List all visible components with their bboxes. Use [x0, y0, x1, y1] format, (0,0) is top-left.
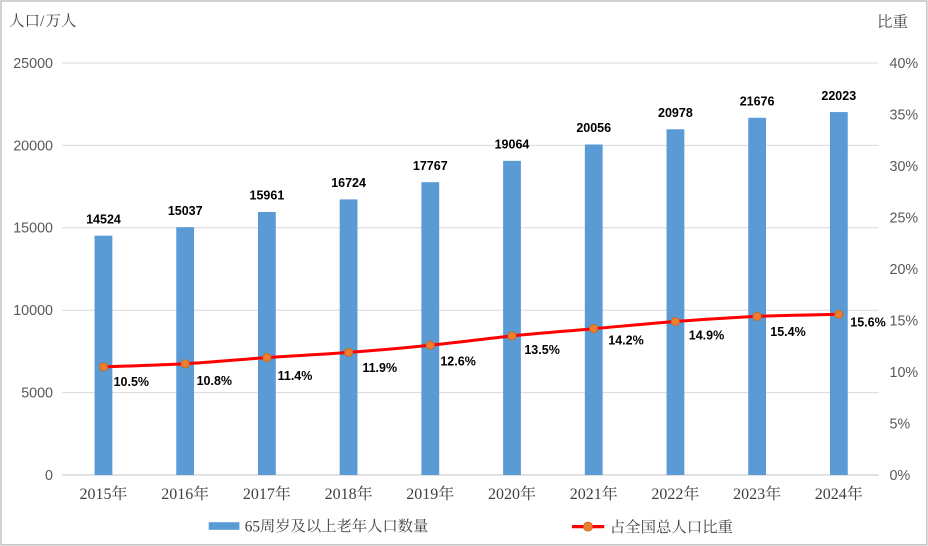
- svg-text:35%: 35%: [890, 107, 919, 123]
- svg-text:0%: 0%: [890, 468, 911, 484]
- svg-text:2017: 2017: [243, 486, 275, 503]
- svg-text:20056: 20056: [576, 121, 611, 135]
- svg-text:13.5%: 13.5%: [524, 343, 559, 357]
- svg-text:2019: 2019: [406, 486, 438, 503]
- svg-text:2021: 2021: [570, 486, 602, 503]
- svg-text:20978: 20978: [658, 106, 693, 120]
- svg-text:5%: 5%: [890, 416, 911, 432]
- svg-text:25%: 25%: [890, 210, 919, 226]
- svg-text:20000: 20000: [13, 138, 53, 154]
- svg-text:12.6%: 12.6%: [440, 354, 475, 368]
- svg-text:2020: 2020: [488, 486, 520, 503]
- svg-text:20%: 20%: [890, 262, 919, 278]
- svg-text:14524: 14524: [86, 212, 121, 226]
- svg-text:15037: 15037: [168, 204, 203, 218]
- svg-text:11.9%: 11.9%: [362, 361, 397, 375]
- svg-text:40%: 40%: [890, 56, 919, 72]
- svg-text:14.9%: 14.9%: [689, 329, 724, 343]
- svg-text:/: /: [40, 13, 45, 30]
- svg-text:21676: 21676: [740, 95, 775, 109]
- svg-text:10000: 10000: [13, 303, 53, 319]
- svg-text:15000: 15000: [13, 221, 53, 237]
- svg-text:22023: 22023: [821, 89, 856, 103]
- svg-text:10%: 10%: [890, 365, 919, 381]
- svg-text:5000: 5000: [21, 386, 53, 402]
- svg-text:16724: 16724: [331, 176, 366, 190]
- svg-text:2018: 2018: [325, 486, 357, 503]
- svg-text:17767: 17767: [413, 159, 448, 173]
- svg-text:14.2%: 14.2%: [608, 334, 643, 348]
- svg-text:0: 0: [45, 468, 53, 484]
- svg-text:15.6%: 15.6%: [850, 315, 885, 329]
- svg-text:2022: 2022: [651, 486, 683, 503]
- svg-text:2023: 2023: [733, 486, 765, 503]
- svg-text:10.8%: 10.8%: [197, 374, 232, 388]
- svg-text:11.4%: 11.4%: [278, 369, 313, 383]
- svg-text:15%: 15%: [890, 313, 919, 329]
- svg-text:65: 65: [245, 518, 261, 535]
- svg-text:19064: 19064: [495, 138, 530, 152]
- svg-text:2016: 2016: [161, 486, 193, 503]
- svg-text:2015: 2015: [80, 486, 112, 503]
- svg-text:2024: 2024: [815, 486, 847, 503]
- svg-text:30%: 30%: [890, 159, 919, 175]
- svg-text:15961: 15961: [250, 189, 285, 203]
- svg-text:10.5%: 10.5%: [114, 375, 149, 389]
- svg-text:15.4%: 15.4%: [770, 325, 805, 339]
- svg-text:25000: 25000: [13, 56, 53, 72]
